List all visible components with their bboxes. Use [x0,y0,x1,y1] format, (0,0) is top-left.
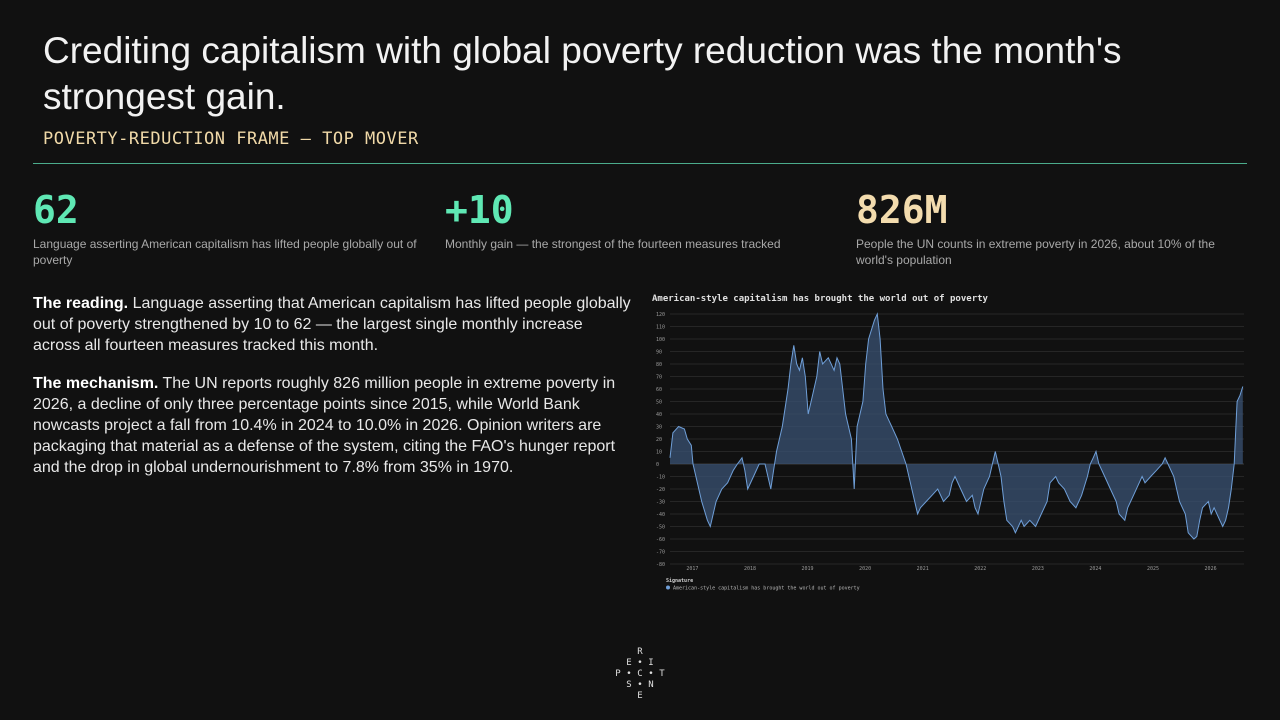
legend-title: Signature [666,578,693,584]
logo-letter: E [637,691,643,701]
paragraph-lead: The reading. [33,295,129,312]
x-tick-label: 2018 [744,566,756,572]
logo-letter: R [637,647,643,657]
y-tick-label: 90 [656,350,662,356]
page-title: Crediting capitalism with global poverty… [43,30,1122,117]
x-tick-label: 2021 [917,566,929,572]
chart: American-style capitalism has brought th… [648,290,1250,600]
logo-dot: • [648,669,654,679]
x-tick-label: 2024 [1089,566,1101,572]
y-tick-label: -10 [656,475,665,481]
y-tick-label: 40 [656,412,662,418]
paragraph-mechanism: The mechanism. The UN reports roughly 82… [33,373,633,478]
paragraph-body: The UN reports roughly 826 million peopl… [33,375,616,476]
y-tick-label: -50 [656,525,665,531]
x-tick-label: 2020 [859,566,871,572]
logo-letter: E [626,658,632,668]
y-tick-label: 10 [656,450,662,456]
stat-current-score: 62 Language asserting American capitalis… [33,188,423,268]
y-tick-label: -40 [656,512,665,518]
y-tick-label: 60 [656,387,662,393]
stat-description: Monthly gain — the strongest of the four… [445,237,781,251]
logo-dot: • [637,658,643,668]
logo-dot: • [626,669,632,679]
stat-poverty-count: 826M People the UN counts in extreme pov… [856,188,1246,268]
series-area [670,314,1243,539]
y-tick-label: 80 [656,362,662,368]
logo-letter: I [648,658,654,668]
logo: R E • I P • C • T S • N E [610,645,670,701]
y-tick-label: -80 [656,562,665,568]
logo-letter: S [626,680,632,690]
stat-value: 62 [33,188,79,232]
page-subtitle: POVERTY-REDUCTION FRAME — TOP MOVER [43,129,419,149]
y-tick-label: 0 [656,462,659,468]
x-tick-label: 2025 [1147,566,1159,572]
y-tick-label: 50 [656,400,662,406]
stat-value: +10 [445,188,514,232]
y-tick-label: -60 [656,537,665,543]
stat-value: 826M [856,188,948,232]
logo-letter: N [648,680,654,690]
paragraph-body: Language asserting that American capital… [33,295,631,354]
legend-entry: American-style capitalism has brought th… [673,586,860,592]
y-tick-label: 100 [656,337,665,343]
paragraph-lead: The mechanism. [33,375,159,392]
y-tick-label: 70 [656,375,662,381]
body-text: The reading. Language asserting that Ame… [33,293,633,495]
x-tick-label: 2026 [1205,566,1217,572]
x-tick-label: 2017 [686,566,698,572]
stat-description: People the UN counts in extreme poverty … [856,237,1215,267]
logo-letter: C [637,669,643,679]
logo-dot: • [637,680,643,690]
series-line [669,312,1244,540]
y-tick-label: -30 [656,500,665,506]
stat-monthly-gain: +10 Monthly gain — the strongest of the … [445,188,835,252]
y-tick-label: 110 [656,325,665,331]
logo-letter: T [659,669,665,679]
x-tick-label: 2022 [974,566,986,572]
x-tick-label: 2019 [802,566,814,572]
y-tick-label: -20 [656,487,665,493]
paragraph-reading: The reading. Language asserting that Ame… [33,293,633,356]
divider [33,163,1247,164]
legend-swatch [666,585,670,590]
y-tick-label: 20 [656,437,662,443]
stat-description: Language asserting American capitalism h… [33,237,417,267]
logo-letter: P [615,669,621,679]
chart-title: American-style capitalism has brought th… [652,294,988,304]
y-tick-label: 120 [656,312,665,318]
y-tick-label: -70 [656,550,665,556]
chart-svg: 1201101009080706050403020100-10-20-30-40… [656,312,1244,592]
y-tick-label: 30 [656,425,662,431]
x-tick-label: 2023 [1032,566,1044,572]
